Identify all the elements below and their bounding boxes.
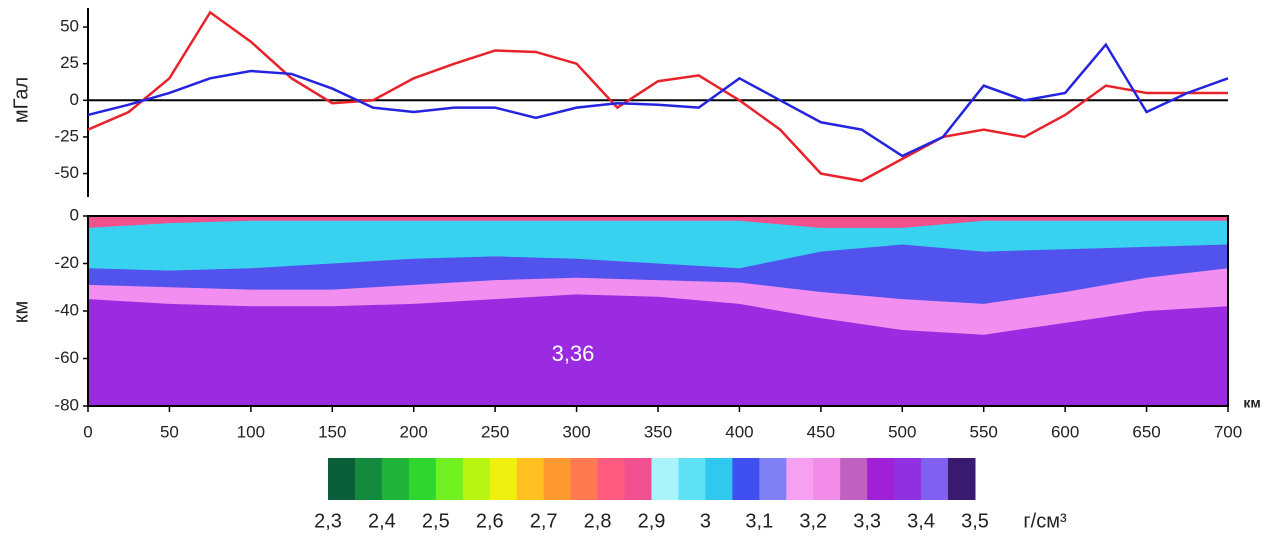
y-tick-label: -40 (54, 300, 79, 319)
line (88, 12, 1228, 180)
colorbar-swatch (328, 458, 355, 500)
colorbar-swatch (436, 458, 463, 500)
y-tick-label: -80 (54, 395, 79, 414)
annotation: 3,36 (552, 341, 595, 366)
colorbar-tick-label: 3,2 (799, 510, 827, 532)
y-axis-label: км (10, 301, 32, 324)
colorbar-swatch (625, 458, 652, 500)
colorbar-tick-label: 3,1 (745, 510, 773, 532)
colorbar-tick-label: 3,4 (907, 510, 935, 532)
x-tick-label: 300 (562, 422, 590, 441)
y-tick-label: -25 (54, 126, 79, 145)
x-tick-label: 450 (807, 422, 835, 441)
y-tick-label: 0 (70, 205, 79, 224)
x-tick-label: 250 (481, 422, 509, 441)
colorbar-tick-label: 3 (700, 510, 711, 532)
y-tick-label: 25 (60, 53, 79, 72)
colorbar-tick-label: 3,5 (961, 510, 989, 532)
colorbar-swatch (840, 458, 867, 500)
colorbar-tick-label: 2,5 (422, 510, 450, 532)
y-tick-label: 0 (70, 90, 79, 109)
colorbar-swatch (867, 458, 894, 500)
colorbar-tick-label: 2,7 (530, 510, 558, 532)
colorbar-swatch (732, 458, 759, 500)
colorbar-swatch (382, 458, 409, 500)
colorbar-swatch (921, 458, 948, 500)
colorbar-tick-label: 3,3 (853, 510, 881, 532)
figure: мГал км км г/см³ -50 -25 0 25 50 3,36 -80 -60 -4… (0, 0, 1273, 538)
y-tick-label: -50 (54, 163, 79, 182)
x-tick-label: 550 (970, 422, 998, 441)
colorbar-swatch (948, 458, 975, 500)
x-tick-label: 650 (1132, 422, 1160, 441)
colorbar-tick-label: 2,8 (584, 510, 612, 532)
x-tick-label: 700 (1214, 422, 1242, 441)
x-tick-label: 0 (83, 422, 92, 441)
x-unit-label: км (1243, 395, 1260, 411)
colorbar-swatch (705, 458, 732, 500)
colorbar-tick-label: 2,4 (368, 510, 396, 532)
x-tick-label: 50 (160, 422, 179, 441)
colorbar-unit: г/см³ (1023, 510, 1067, 532)
x-tick-label: 150 (318, 422, 346, 441)
colorbar-swatch (490, 458, 517, 500)
colorbar-swatch (598, 458, 625, 500)
x-tick-label: 200 (400, 422, 428, 441)
colorbar-swatch (759, 458, 786, 500)
colorbar-swatch (813, 458, 840, 500)
colorbar-swatch (678, 458, 705, 500)
y-tick-label: 50 (60, 17, 79, 36)
colorbar-swatch (894, 458, 921, 500)
colorbar-swatch (652, 458, 679, 500)
colorbar-swatch (544, 458, 571, 500)
y-axis-label: мГал (10, 77, 32, 123)
colorbar-tick-label: 2,3 (314, 510, 342, 532)
colorbar-swatch (786, 458, 813, 500)
colorbar-tick-label: 2,6 (476, 510, 504, 532)
x-tick-label: 500 (888, 422, 916, 441)
x-tick-label: 100 (237, 422, 265, 441)
colorbar-swatch (409, 458, 436, 500)
colorbar-swatch (355, 458, 382, 500)
y-tick-label: -60 (54, 348, 79, 367)
y-tick-label: -20 (54, 253, 79, 272)
x-tick-label: 600 (1051, 422, 1079, 441)
colorbar-tick-label: 2,9 (638, 510, 666, 532)
colorbar-swatch (463, 458, 490, 500)
colorbar-swatch (517, 458, 544, 500)
colorbar-swatch (571, 458, 598, 500)
x-tick-label: 350 (644, 422, 672, 441)
x-tick-label: 400 (725, 422, 753, 441)
